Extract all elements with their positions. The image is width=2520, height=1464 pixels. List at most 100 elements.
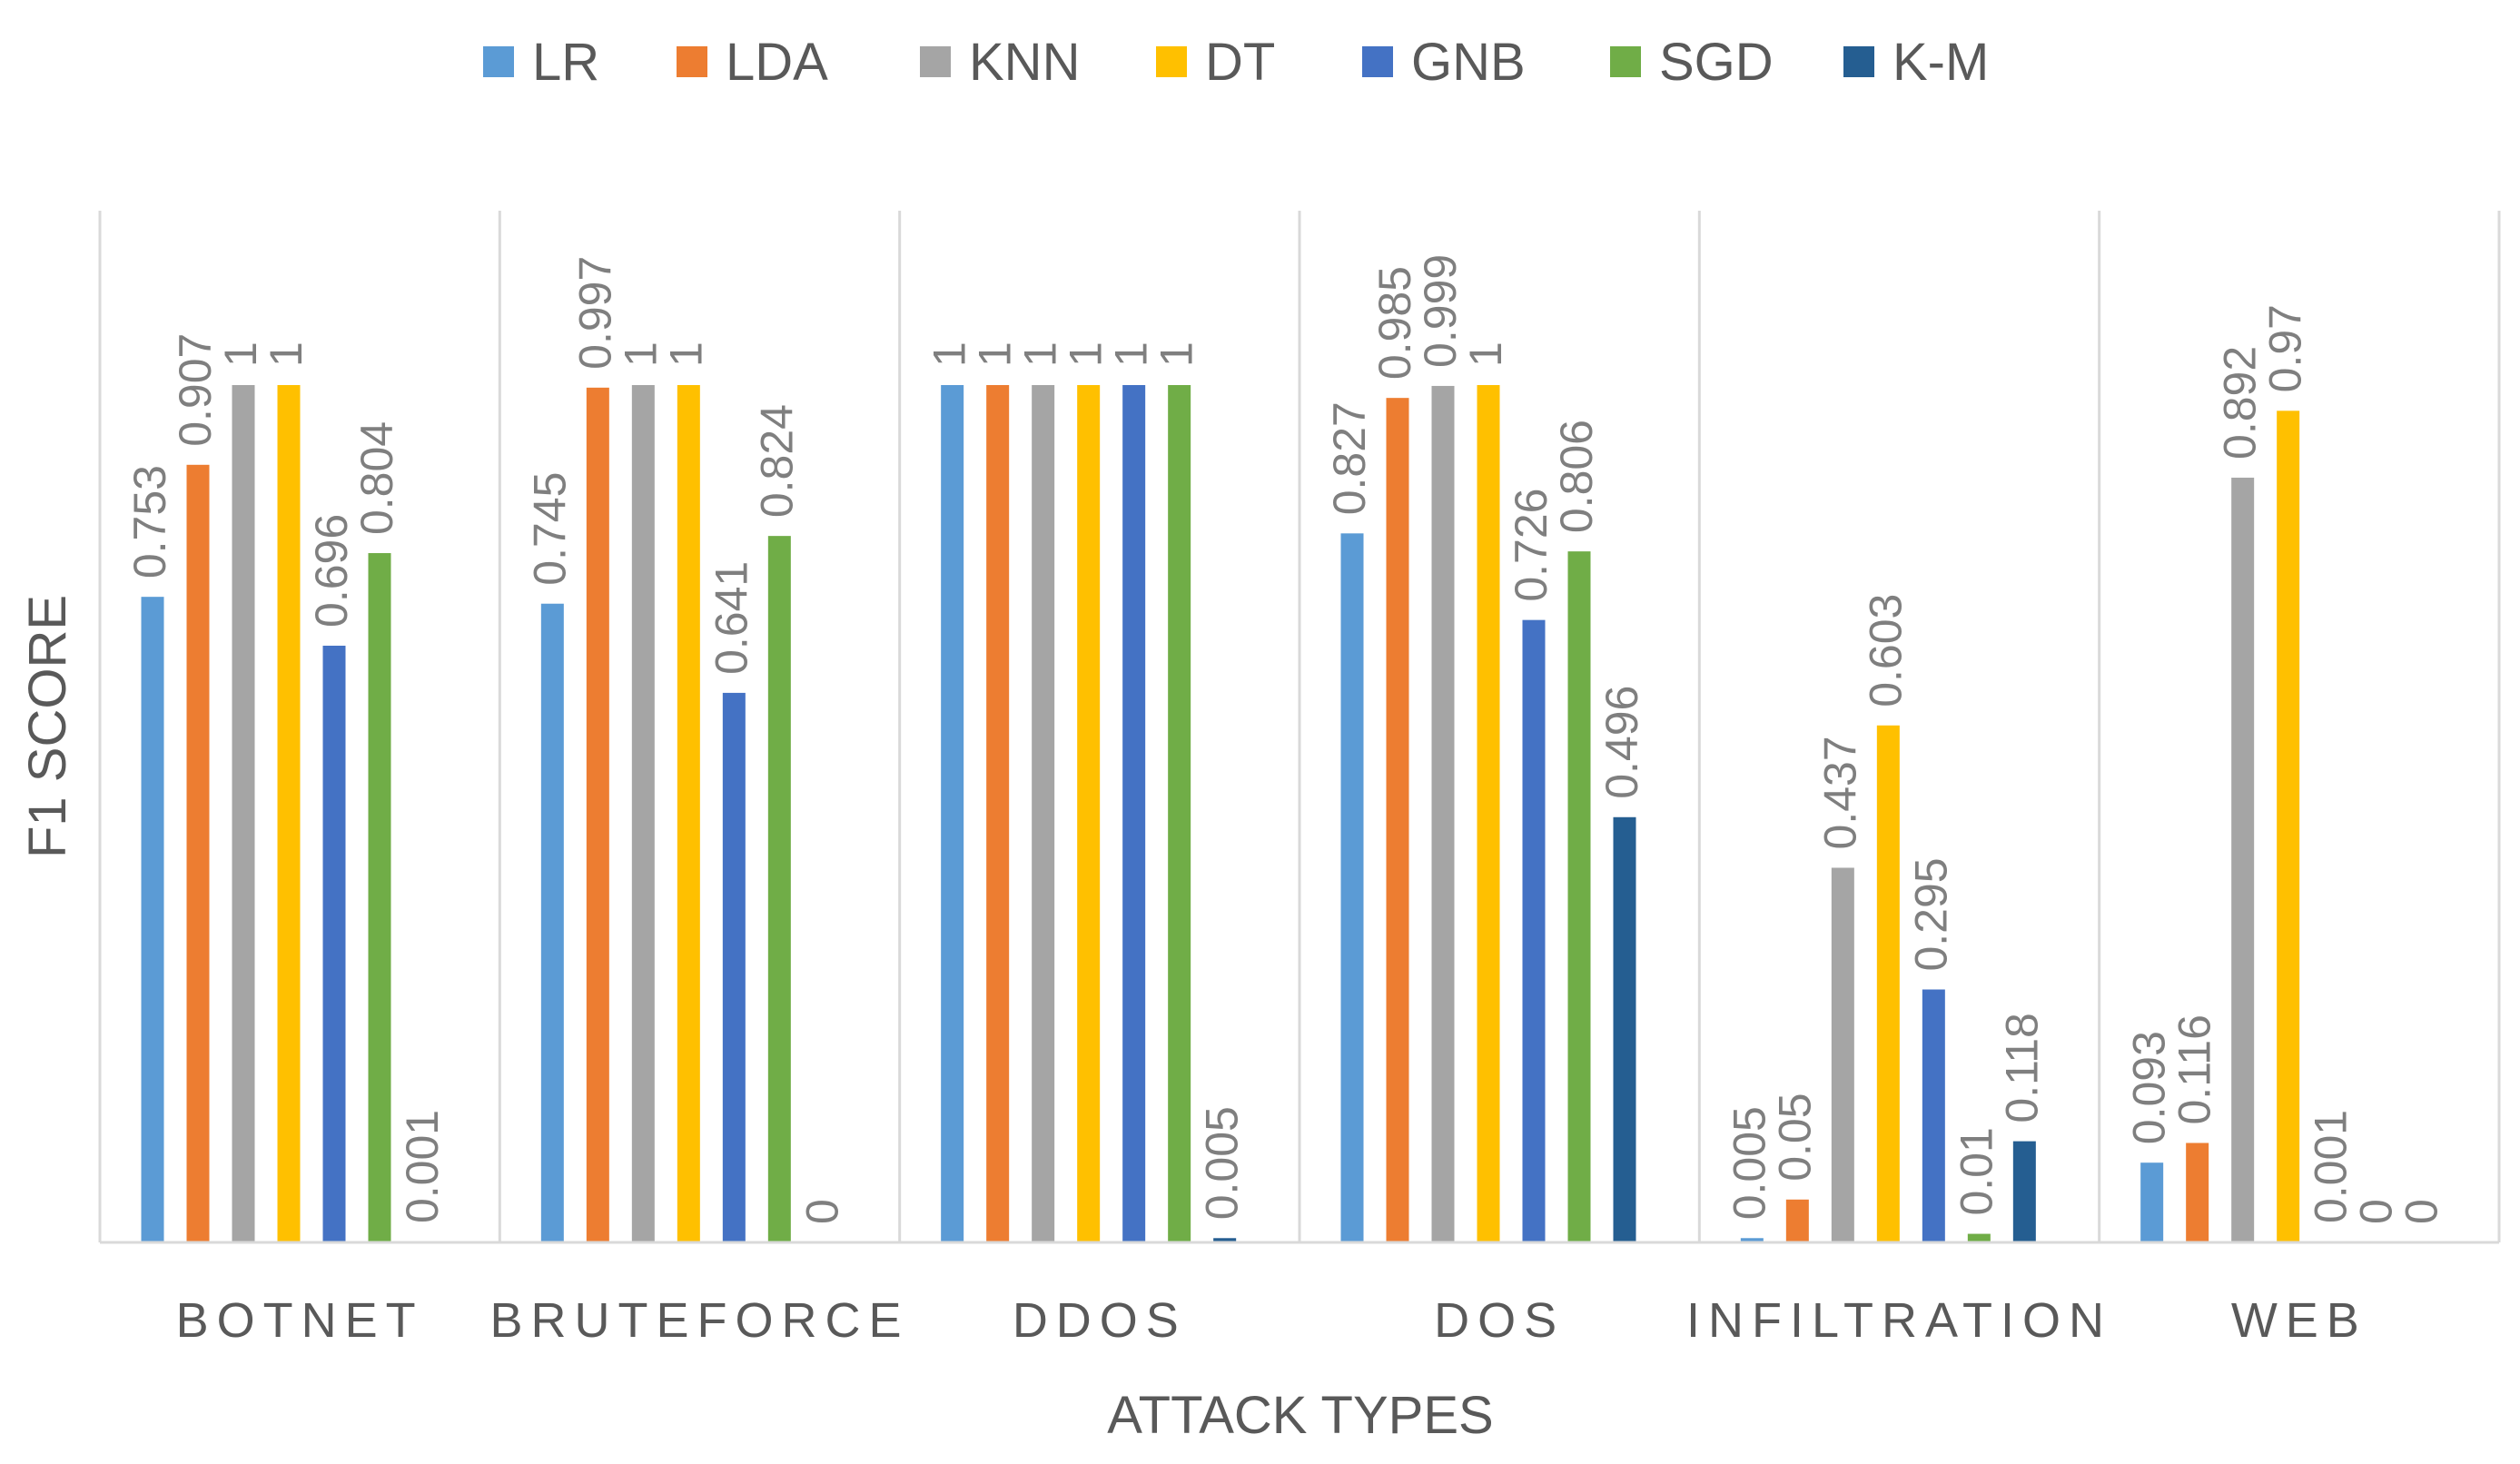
data-label-ddos-lda: 1 [970, 341, 1021, 367]
category-label-web: WEB [2231, 1293, 2367, 1348]
data-label-bruteforce-knn: 1 [615, 341, 666, 367]
bar-ddos-gnb [1122, 385, 1146, 1242]
data-label-dos-knn: 0.999 [1415, 254, 1466, 368]
bar-dos-knn [1431, 385, 1455, 1243]
data-label-botnet-sgd: 0.804 [351, 421, 402, 535]
data-label-ddos-sgd: 1 [1151, 341, 1202, 367]
bar-infiltration-knn [1831, 867, 1854, 1242]
bar-ddos-dt [1077, 385, 1101, 1242]
legend-item-knn: KNN [920, 33, 1080, 92]
legend-label-knn: KNN [969, 33, 1080, 92]
data-label-infiltration-k-m: 0.118 [1996, 1013, 2047, 1123]
legend-swatch-sgd [1610, 46, 1641, 77]
data-label-infiltration-lda: 0.05 [1769, 1093, 1820, 1181]
legend-item-lda: LDA [677, 33, 828, 92]
data-label-dos-lda: 0.985 [1369, 266, 1420, 380]
category-label-dos: DOS [1434, 1293, 1565, 1348]
bar-ddos-sgd [1168, 385, 1191, 1242]
bar-bruteforce-gnb [722, 692, 746, 1242]
bar-botnet-dt [277, 385, 301, 1242]
data-label-botnet-k-m: 0.001 [397, 1110, 448, 1223]
category-dividers [98, 211, 2501, 1242]
legend-swatch-k-m [1843, 46, 1874, 77]
data-label-ddos-lr: 1 [924, 341, 975, 367]
data-label-ddos-dt: 1 [1061, 341, 1112, 367]
bar-botnet-lda [186, 464, 210, 1242]
bar-dos-lr [1340, 533, 1364, 1242]
data-label-bruteforce-gnb: 0.641 [706, 561, 756, 675]
data-label-web-dt: 0.97 [2260, 304, 2311, 392]
bar-infiltration-lda [1785, 1199, 1809, 1242]
bar-bruteforce-lda [586, 387, 609, 1242]
bar-botnet-lr [141, 597, 164, 1242]
bar-dos-sgd [1567, 551, 1591, 1242]
legend-label-sgd: SGD [1659, 33, 1774, 92]
bar-ddos-lr [941, 385, 964, 1242]
legend-label-k-m: K-M [1892, 33, 1989, 92]
data-label-infiltration-sgd: 0.01 [1951, 1127, 2001, 1215]
data-label-bruteforce-lr: 0.745 [524, 472, 575, 586]
bar-dos-k-m [1613, 816, 1636, 1242]
bar-dos-gnb [1522, 619, 1546, 1242]
bar-dos-dt [1477, 385, 1500, 1242]
bar-infiltration-k-m [2012, 1141, 2036, 1242]
bar-ddos-k-m [1213, 1238, 1237, 1242]
data-label-botnet-gnb: 0.696 [306, 514, 357, 628]
legend: LR LDA KNN DT GNB SGD K-M [483, 33, 1989, 92]
data-label-botnet-dt: 1 [261, 341, 311, 367]
bar-infiltration-gnb [1922, 989, 1945, 1242]
bar-web-dt [2277, 411, 2300, 1242]
data-label-botnet-lda: 0.907 [170, 333, 221, 447]
data-labels: 0.7530.907110.6960.8040.0010.7450.997110… [124, 254, 2447, 1224]
legend-label-dt: DT [1205, 33, 1275, 92]
bar-web-knn [2231, 477, 2255, 1242]
bar-infiltration-sgd [1967, 1233, 1991, 1242]
data-label-web-k-m: 0 [2396, 1199, 2447, 1224]
bar-ddos-lda [986, 385, 1010, 1242]
data-label-dos-dt: 1 [1460, 341, 1511, 367]
bar-ddos-knn [1032, 385, 1055, 1242]
bar-botnet-knn [232, 385, 255, 1242]
category-label-ddos: DDOS [1013, 1293, 1187, 1348]
data-label-dos-lr: 0.827 [1324, 401, 1375, 515]
bar-bruteforce-knn [631, 385, 655, 1242]
data-label-web-sgd: 0 [2351, 1199, 2402, 1224]
data-label-web-knn: 0.892 [2215, 346, 2266, 460]
data-label-bruteforce-k-m: 0 [796, 1199, 847, 1224]
data-label-dos-gnb: 0.726 [1506, 489, 1556, 602]
data-label-web-lr: 0.093 [2124, 1031, 2175, 1144]
data-label-botnet-knn: 1 [215, 341, 266, 367]
data-label-botnet-lr: 0.753 [124, 465, 175, 579]
legend-label-gnb: GNB [1411, 33, 1526, 92]
bar-botnet-sgd [368, 553, 391, 1242]
data-label-ddos-gnb: 1 [1106, 341, 1157, 367]
legend-swatch-knn [920, 46, 951, 77]
category-label-bruteforce: BRUTEFORCE [489, 1293, 909, 1348]
data-label-infiltration-gnb: 0.295 [1905, 857, 1956, 971]
data-label-infiltration-lr: 0.005 [1724, 1106, 1774, 1220]
category-label-botnet: BOTNET [176, 1293, 424, 1348]
bar-dos-lda [1386, 398, 1409, 1242]
bar-bruteforce-sgd [767, 536, 791, 1242]
category-label-infiltration: INFILTRATION [1686, 1293, 2112, 1348]
legend-item-lr: LR [483, 33, 599, 92]
legend-item-gnb: GNB [1362, 33, 1526, 92]
data-label-bruteforce-sgd: 0.824 [751, 404, 802, 518]
bar-infiltration-dt [1876, 725, 1900, 1242]
data-label-ddos-knn: 1 [1015, 341, 1066, 367]
legend-item-k-m: K-M [1843, 33, 1989, 92]
category-labels: BOTNET BRUTEFORCE DDOS DOS INFILTRATION WEB [176, 1293, 2367, 1348]
data-label-infiltration-dt: 0.603 [1860, 594, 1911, 707]
bar-web-lr [2140, 1162, 2164, 1242]
data-label-ddos-k-m: 0.005 [1197, 1106, 1248, 1220]
legend-swatch-lr [483, 46, 514, 77]
legend-item-dt: DT [1156, 33, 1275, 92]
data-label-bruteforce-lda: 0.997 [569, 256, 620, 370]
data-label-bruteforce-dt: 1 [660, 341, 711, 367]
legend-swatch-gnb [1362, 46, 1393, 77]
y-axis-title: F1 SCORE [18, 595, 77, 858]
bar-bruteforce-dt [677, 385, 700, 1242]
data-label-web-gnb: 0.001 [2306, 1110, 2357, 1223]
